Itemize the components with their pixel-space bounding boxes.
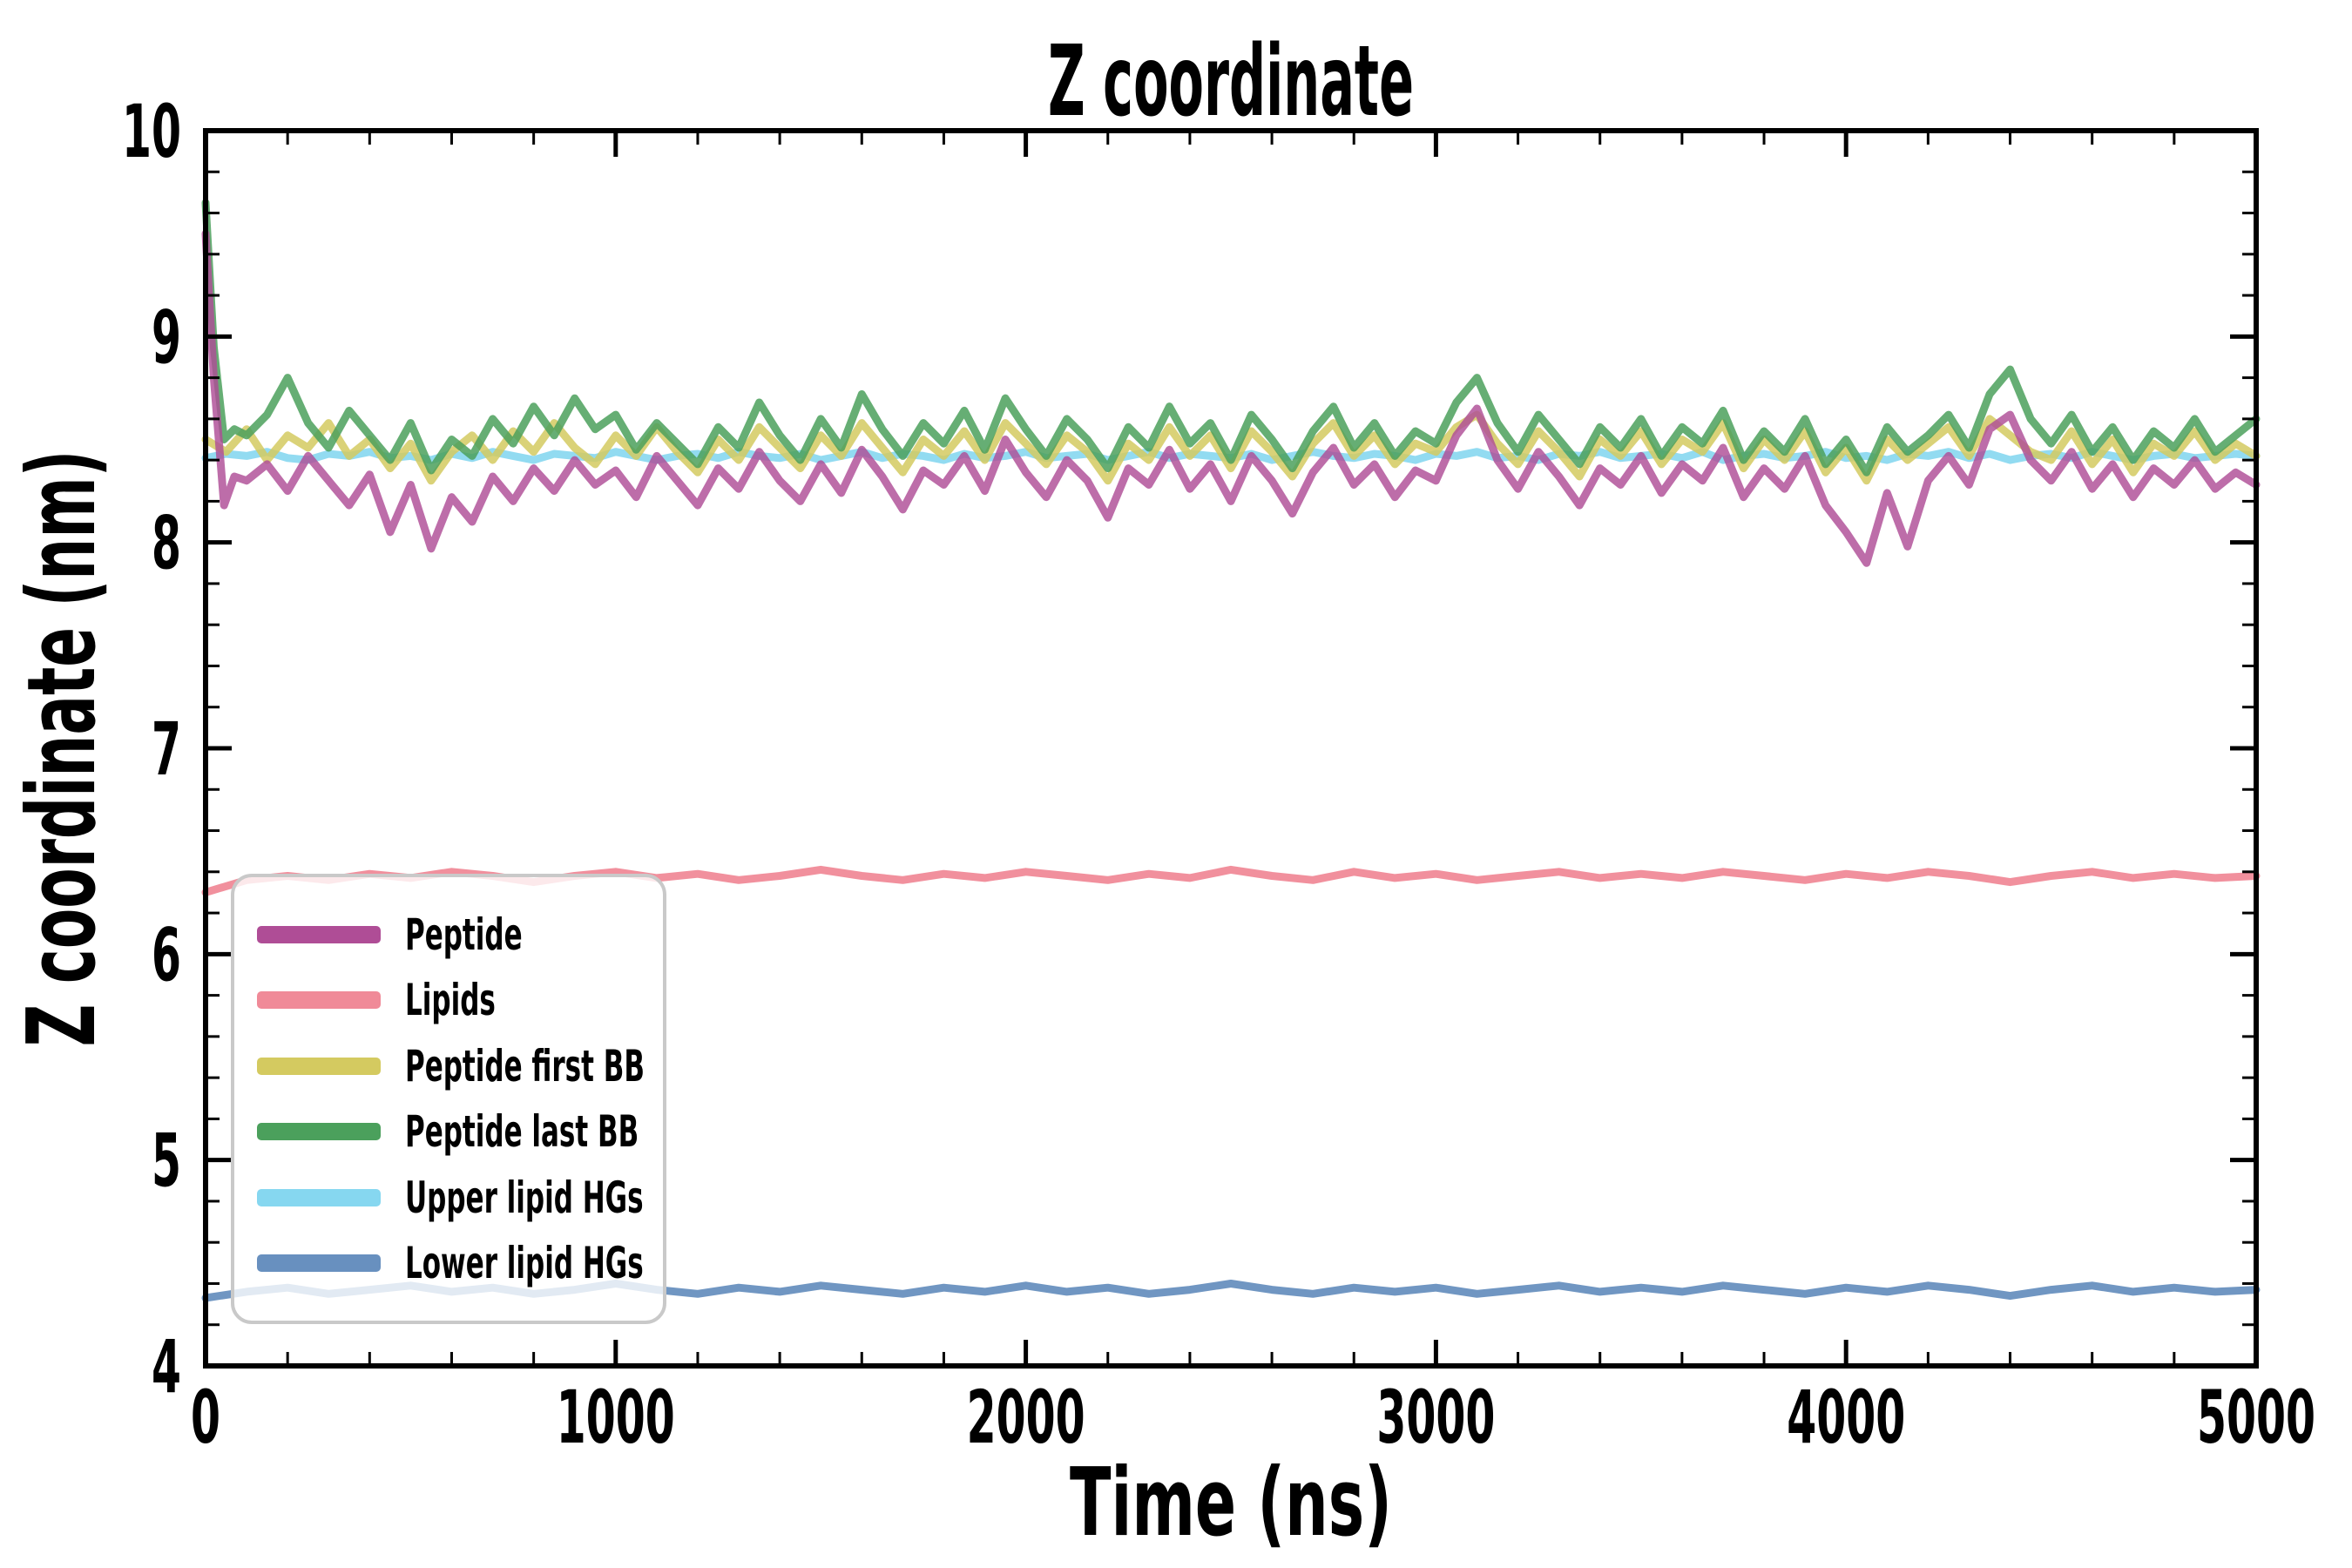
legend-label-peptide: Peptide: [405, 909, 523, 960]
y-tick-label: 6: [152, 912, 181, 997]
y-tick-label: 5: [152, 1119, 181, 1204]
y-tick-label: 7: [152, 706, 181, 792]
x-tick-label: 3000: [1376, 1375, 1495, 1460]
lipids-line-swatch: [257, 991, 381, 1010]
legend-item-peptide-last-bb: Peptide last BB: [257, 1106, 642, 1158]
x-tick-label: 4000: [1787, 1375, 1905, 1460]
lower-lipid-hgs-line-swatch: [257, 1254, 381, 1272]
legend-item-peptide-first-bb: Peptide first BB: [257, 1040, 645, 1092]
y-tick-label: 4: [152, 1324, 181, 1409]
peptide-line-swatch: [257, 926, 381, 943]
legend-label-upper-lipid-hgs: Upper lipid HGs: [405, 1172, 644, 1223]
x-tick-label: 2000: [967, 1375, 1085, 1460]
legend-item-lipids: Lipids: [257, 975, 642, 1026]
series-line-peptide-first-bb: [201, 410, 2261, 485]
x-tick-label: 5000: [2197, 1375, 2315, 1460]
y-tick-label: 8: [152, 501, 181, 586]
upper-lipid-hgs-line-swatch: [257, 1188, 381, 1206]
legend-label-peptide-last-bb: Peptide last BB: [405, 1106, 639, 1158]
legend-item-peptide: Peptide: [257, 909, 642, 960]
axis-ticks: [203, 128, 2259, 1369]
x-axis-label: Time (ns): [1070, 1449, 1392, 1558]
tick-labels: 0 1000 2000 3000 4000 5000 4 5 6 7 8 9 10: [122, 89, 2315, 1460]
peptide-first-bb-line-swatch: [257, 1057, 381, 1075]
legend-item-lower-lipid-hgs: Lower lipid HGs: [257, 1237, 644, 1288]
x-tick-label: 0: [191, 1375, 220, 1460]
x-tick-label: 1000: [557, 1375, 675, 1460]
y-axis-label: Z coordinate (nm): [8, 450, 117, 1047]
y-tick-label: 9: [152, 294, 181, 380]
legend-item-upper-lipid-hgs: Upper lipid HGs: [257, 1172, 644, 1223]
legend-label-lipids: Lipids: [405, 975, 496, 1026]
legend-box: Peptide Lipids Peptide first BB Peptide …: [231, 874, 666, 1324]
legend-label-lower-lipid-hgs: Lower lipid HGs: [405, 1237, 644, 1288]
y-tick-label: 10: [122, 89, 181, 174]
series-line-peptide-last-bb: [201, 199, 2261, 476]
series-line-peptide: [201, 229, 2261, 567]
peptide-last-bb-line-swatch: [257, 1123, 381, 1141]
legend-label-peptide-first-bb: Peptide first BB: [405, 1040, 645, 1092]
chart-title: Z coordinate: [1048, 25, 1414, 139]
